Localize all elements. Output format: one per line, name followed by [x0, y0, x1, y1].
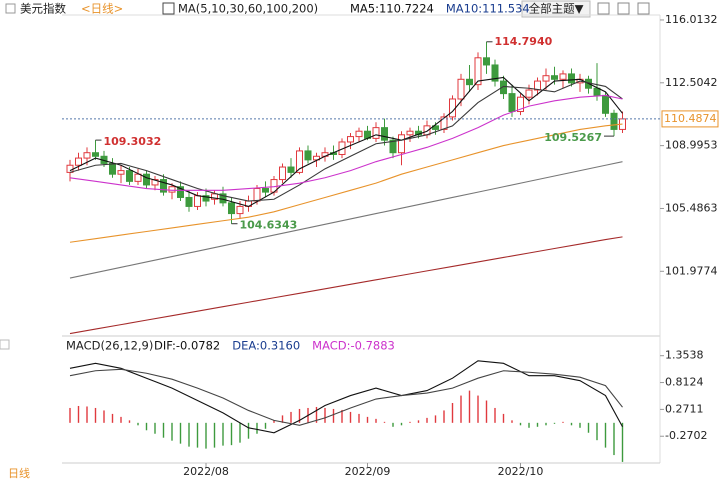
candle-body [381, 127, 388, 141]
y-tick-label: 116.0132 [665, 13, 718, 26]
theme-button[interactable]: 全部主题▼ [529, 2, 584, 16]
macd-title: MACD(26,12,9) [66, 339, 153, 353]
y-tick-label: 0.8124 [665, 376, 704, 389]
y-tick-label: 0.2711 [665, 402, 704, 415]
macd-icon[interactable] [0, 339, 10, 350]
candle-body [474, 57, 482, 86]
candle-body [211, 193, 218, 200]
candle-body [389, 139, 397, 154]
candle-body [508, 93, 516, 113]
candle-body [491, 64, 499, 82]
candle-body [185, 196, 193, 207]
y-tick-label: 101.9774 [665, 264, 718, 277]
legend-entry: DIF:-0.0782 [154, 339, 220, 353]
candle-body [92, 152, 99, 157]
candle-body [296, 150, 303, 173]
macd-line [69, 360, 623, 434]
candle-body [355, 130, 363, 138]
ma-line [69, 76, 623, 208]
candle-body [262, 188, 269, 193]
candle-body [160, 179, 167, 193]
candle-body [134, 173, 142, 182]
candle-body [117, 170, 125, 175]
candle-body [449, 98, 456, 118]
legend-entry: MA10:111.534 [446, 2, 530, 16]
candle-body [483, 57, 490, 66]
tool-icon[interactable] [637, 2, 650, 15]
x-tick-label: 2022/10 [498, 465, 544, 478]
legend-entry: MA5:110.7224 [350, 2, 434, 16]
candle-body [253, 188, 261, 202]
candle-body [457, 78, 465, 100]
ma-label: MA(5,10,30,60,100,200) [178, 2, 318, 16]
tool-icon[interactable] [617, 2, 630, 15]
period-selector[interactable]: <日线> [81, 2, 123, 16]
ma-icon[interactable] [162, 2, 175, 15]
ma-line [69, 94, 623, 191]
ma-line [69, 161, 623, 279]
x-tick-label: 2022/09 [345, 465, 391, 478]
macd-line [69, 368, 623, 426]
candle-body [194, 195, 201, 207]
ma-line [69, 236, 623, 335]
legend-entry: DEA:0.3160 [232, 339, 300, 353]
candle-body [559, 73, 567, 80]
candle-body [423, 125, 431, 136]
candle-body [304, 150, 312, 161]
candle-body [347, 136, 354, 143]
menu-icon[interactable] [5, 3, 16, 14]
theme-button-bg[interactable] [521, 0, 591, 18]
candle-body [126, 170, 133, 182]
candle-body [568, 73, 575, 84]
candle-body [236, 205, 244, 215]
candle-body [466, 78, 473, 86]
candle-body [593, 87, 601, 96]
candle-body [202, 195, 210, 202]
ma-line [69, 80, 623, 202]
candle-body [500, 80, 507, 95]
candle-body [542, 75, 550, 82]
y-tick-label: -0.2702 [665, 429, 707, 442]
y-tick-label: 108.9953 [665, 139, 718, 152]
candle-body [551, 75, 558, 80]
candle-body [109, 162, 116, 175]
candle-body [177, 186, 184, 198]
candle-body [440, 116, 448, 130]
candle-body [534, 80, 541, 91]
candle-body [517, 96, 524, 113]
candle-body [83, 152, 91, 159]
candle-body [406, 130, 414, 136]
annotation: 104.6343 [240, 219, 298, 232]
annotation: 109.5267 [544, 131, 602, 144]
tool-icon[interactable] [597, 2, 610, 15]
last-price-tag: 110.4874 [664, 112, 717, 125]
candle-body [602, 94, 609, 114]
candle-body [168, 186, 176, 193]
candle-body [228, 202, 235, 215]
ma-line [69, 123, 623, 243]
candle-body [372, 127, 380, 139]
legend-entry: MACD:-0.7883 [312, 339, 395, 353]
annotation: 114.7940 [495, 35, 553, 48]
candle-body [143, 173, 150, 186]
y-tick-label: 105.4863 [665, 201, 718, 214]
candle-body [398, 134, 405, 154]
annotation: 109.3032 [104, 135, 162, 148]
last-price-tag-bg [661, 110, 719, 128]
footer-period[interactable]: 日线 [8, 466, 30, 480]
y-tick-label: 1.3538 [665, 349, 704, 362]
candle-body [610, 112, 618, 130]
candle-body [279, 166, 286, 181]
candle-body [75, 157, 82, 166]
candle-body [287, 166, 295, 173]
y-tick-label: 112.5042 [665, 76, 718, 89]
candle-body [151, 179, 159, 186]
candle-body [525, 89, 533, 98]
x-tick-label: 2022/08 [183, 465, 229, 478]
chart-title: 美元指数 [20, 2, 66, 16]
